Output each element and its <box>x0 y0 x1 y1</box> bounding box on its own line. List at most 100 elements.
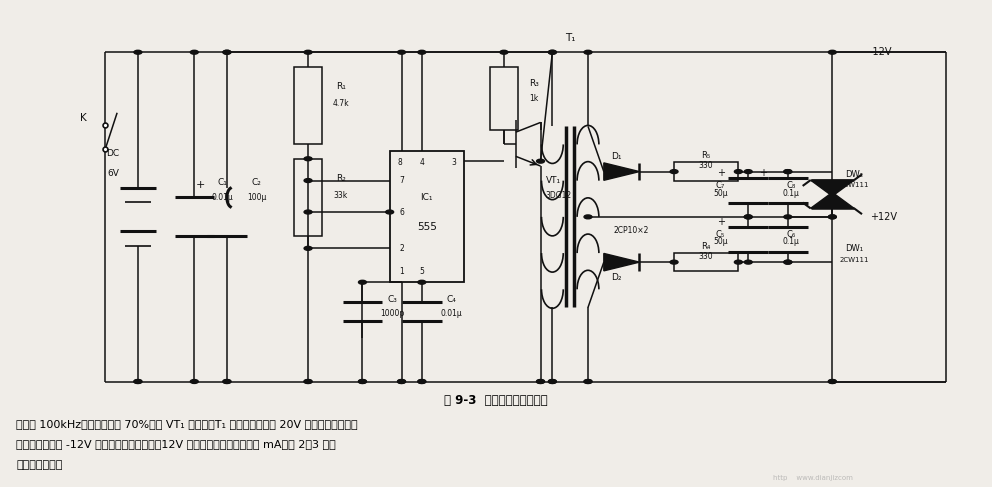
Circle shape <box>549 50 557 54</box>
Text: 0.01μ: 0.01μ <box>211 193 233 202</box>
Text: 算放大器使用。: 算放大器使用。 <box>16 460 62 470</box>
Text: DW₁: DW₁ <box>845 244 863 253</box>
Text: K: K <box>80 112 87 123</box>
Circle shape <box>584 379 592 383</box>
Circle shape <box>828 215 836 219</box>
Text: http    www.dianjizcom: http www.dianjizcom <box>773 475 853 481</box>
Circle shape <box>549 50 557 54</box>
Circle shape <box>584 50 592 54</box>
Text: +12V: +12V <box>870 212 897 222</box>
Circle shape <box>305 157 312 161</box>
Text: C₈: C₈ <box>787 181 796 190</box>
Text: 555: 555 <box>417 222 436 231</box>
Text: 2CW111: 2CW111 <box>839 257 869 262</box>
Circle shape <box>671 260 678 264</box>
Circle shape <box>744 215 752 219</box>
Text: 5: 5 <box>420 267 425 276</box>
Polygon shape <box>810 180 854 196</box>
Text: C₃: C₃ <box>387 295 397 304</box>
Circle shape <box>537 159 545 163</box>
Circle shape <box>744 215 752 219</box>
Circle shape <box>398 379 406 383</box>
Bar <box>295 67 321 144</box>
Circle shape <box>744 260 752 264</box>
Circle shape <box>537 379 545 383</box>
Polygon shape <box>810 192 854 208</box>
Circle shape <box>305 379 312 383</box>
Text: 0.1μ: 0.1μ <box>783 188 800 198</box>
Text: 50μ: 50μ <box>713 188 728 198</box>
Circle shape <box>386 210 394 214</box>
Text: 图 9-3  双极性电源变换电路: 图 9-3 双极性电源变换电路 <box>444 394 548 407</box>
Text: C₆: C₆ <box>787 230 796 239</box>
Text: 2: 2 <box>399 244 404 253</box>
Circle shape <box>358 379 366 383</box>
Circle shape <box>134 50 142 54</box>
Circle shape <box>784 215 792 219</box>
Circle shape <box>537 379 545 383</box>
Text: 0.1μ: 0.1μ <box>783 238 800 246</box>
Circle shape <box>828 215 836 219</box>
Text: 4: 4 <box>420 158 425 167</box>
Text: C₂: C₂ <box>252 178 262 187</box>
Circle shape <box>305 210 312 214</box>
Text: R₁: R₁ <box>335 82 345 91</box>
Text: R₃: R₃ <box>529 79 539 88</box>
Text: 8: 8 <box>397 158 402 167</box>
Text: R₄: R₄ <box>701 242 711 251</box>
Circle shape <box>398 379 406 383</box>
Text: 2CW111: 2CW111 <box>839 182 869 188</box>
Circle shape <box>305 50 312 54</box>
Circle shape <box>190 379 198 383</box>
Circle shape <box>784 169 792 173</box>
Polygon shape <box>604 163 640 180</box>
Polygon shape <box>604 253 640 271</box>
Circle shape <box>734 169 742 173</box>
Circle shape <box>223 379 231 383</box>
Text: +: + <box>716 168 724 178</box>
Text: D₁: D₁ <box>611 151 622 161</box>
Text: 率约在 100kHz，占空比约为 70%。经 VT₁ 放大后，T₁ 的次级可得到约 20V 的峰值电压，经整: 率约在 100kHz，占空比约为 70%。经 VT₁ 放大后，T₁ 的次级可得到… <box>16 419 358 429</box>
Text: C₁: C₁ <box>217 178 227 187</box>
Text: VT₁: VT₁ <box>546 176 560 185</box>
Text: C₅: C₅ <box>716 230 725 239</box>
Circle shape <box>784 169 792 173</box>
Circle shape <box>358 379 366 383</box>
Circle shape <box>418 281 426 284</box>
Text: 1k: 1k <box>529 94 539 103</box>
Circle shape <box>828 379 836 383</box>
Circle shape <box>784 260 792 264</box>
Text: T₁: T₁ <box>564 33 575 43</box>
Circle shape <box>358 281 366 284</box>
Circle shape <box>500 50 508 54</box>
Circle shape <box>744 169 752 173</box>
Circle shape <box>418 379 426 383</box>
Text: +: + <box>759 168 767 178</box>
Circle shape <box>223 50 231 54</box>
Circle shape <box>190 50 198 54</box>
Circle shape <box>305 379 312 383</box>
Circle shape <box>398 50 406 54</box>
Bar <box>295 159 321 236</box>
Circle shape <box>734 260 742 264</box>
Text: 2CP10×2: 2CP10×2 <box>614 226 649 235</box>
Bar <box>490 67 518 130</box>
Text: 流、滤波后得到 -12V 的电压；另一路得到＋12V 电压。负载电流可达几十 mA，供 2～3 个运: 流、滤波后得到 -12V 的电压；另一路得到＋12V 电压。负载电流可达几十 m… <box>16 439 336 450</box>
Circle shape <box>828 50 836 54</box>
Circle shape <box>418 50 426 54</box>
Bar <box>674 253 738 271</box>
Text: 6V: 6V <box>107 169 119 178</box>
Text: 6: 6 <box>399 207 404 217</box>
Text: D₂: D₂ <box>611 273 622 282</box>
Text: 50μ: 50μ <box>713 238 728 246</box>
Circle shape <box>305 179 312 183</box>
Circle shape <box>223 50 231 54</box>
Text: 330: 330 <box>699 252 713 261</box>
Text: +: + <box>716 217 724 226</box>
Text: -12V: -12V <box>870 47 893 57</box>
Text: C₇: C₇ <box>716 181 725 190</box>
Bar <box>674 162 738 181</box>
Text: 3DG12: 3DG12 <box>546 190 571 200</box>
Circle shape <box>305 246 312 250</box>
Text: R₂: R₂ <box>335 174 345 183</box>
